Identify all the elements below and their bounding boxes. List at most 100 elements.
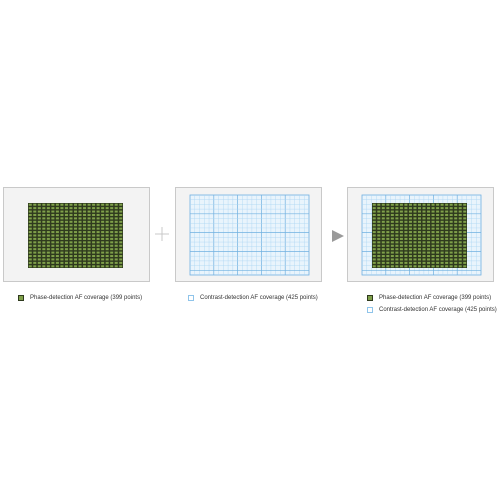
phase-af-point [404,265,408,268]
phase-af-point [372,234,376,237]
phase-af-point [372,255,376,258]
phase-af-point [73,255,78,258]
phase-af-point [463,220,467,223]
phase-af-point [69,231,73,234]
phase-af-point [445,244,449,247]
phase-af-point [83,237,87,240]
phase-af-point [413,207,417,210]
phase-af-point [404,220,408,223]
phase-af-point [431,258,435,261]
phase-af-point [372,217,376,220]
phase-af-point [399,220,403,223]
phase-af-point [445,237,449,240]
phase-af-point [408,241,412,244]
phase-af-point [440,244,444,247]
phase-af-point [87,251,91,254]
phase-af-point [46,213,50,216]
phase-af-point [42,237,46,240]
phase-af-point [119,231,123,234]
phase-af-point [83,231,87,234]
phase-af-point [449,234,453,237]
phase-af-point [408,248,412,251]
phase-af-point [51,231,55,234]
phase-af-point [436,210,440,213]
phase-af-point [69,203,73,206]
phase-af-point [404,217,408,220]
phase-af-point [114,213,118,216]
phase-af-point [96,227,100,230]
phase-af-point [399,261,403,264]
phase-af-point [92,231,96,234]
phase-af-point [110,261,114,264]
phase-af-point [408,234,412,237]
phase-af-point [436,220,440,223]
phase-af-point [372,265,376,268]
phase-af-point [454,203,458,206]
phase-af-point [119,213,123,216]
phase-af-point [413,220,417,223]
phase-af-point [69,241,73,244]
phase-af-point [92,241,96,244]
phase-af-point [381,203,385,206]
phase-af-point [105,231,109,234]
phase-af-point [78,220,82,223]
phase-af-point [110,258,114,261]
phase-af-point [119,255,123,258]
phase-af-point [73,220,78,223]
phase-af-point [445,217,449,220]
phase-af-point [55,251,59,254]
phase-af-point [431,210,435,213]
phase-af-point [96,237,100,240]
phase-af-point [69,261,73,264]
phase-af-point [105,265,109,268]
phase-af-point [372,231,376,234]
phase-af-point [463,255,467,258]
phase-af-point [87,213,91,216]
phase-af-point [454,237,458,240]
phase-af-point [454,251,458,254]
phase-af-point [377,210,381,213]
phase-af-point [408,255,412,258]
phase-af-point [96,261,100,264]
phase-af-point [37,220,41,223]
phase-af-point [51,203,55,206]
phase-af-point [395,234,399,237]
phase-af-point [390,261,394,264]
phase-af-point [96,213,100,216]
phase-af-point [395,255,399,258]
phase-af-point [33,231,37,234]
phase-af-point [404,234,408,237]
phase-af-point [33,234,37,237]
phase-af-point [381,248,385,251]
phase-af-point [422,210,426,213]
phase-af-point [381,213,385,216]
phase-af-point [422,261,426,264]
phase-af-point [51,207,55,210]
phase-af-point [87,244,91,247]
phase-af-point [105,224,109,227]
phase-af-point [114,217,118,220]
phase-af-point [417,210,422,213]
phase-af-point [64,224,68,227]
phase-af-point [37,265,41,268]
phase-af-point [83,220,87,223]
phase-af-point [377,227,381,230]
phase-af-point [92,255,96,258]
phase-af-point [445,213,449,216]
phase-af-point [422,203,426,206]
phase-af-point [463,258,467,261]
legend-phase-detection-label: Phase-detection AF coverage (399 points) [30,295,143,301]
phase-af-point [390,227,394,230]
phase-af-point [60,220,64,223]
phase-af-point [381,234,385,237]
legend-combined-phase-label: Phase-detection AF coverage (399 points) [379,295,492,301]
phase-af-point [105,227,109,230]
phase-af-point [463,261,467,264]
phase-af-point [417,251,422,254]
phase-af-point [408,237,412,240]
phase-af-point [413,203,417,206]
phase-af-point [390,210,394,213]
phase-af-point [395,224,399,227]
phase-af-point [427,220,431,223]
phase-af-point [33,237,37,240]
